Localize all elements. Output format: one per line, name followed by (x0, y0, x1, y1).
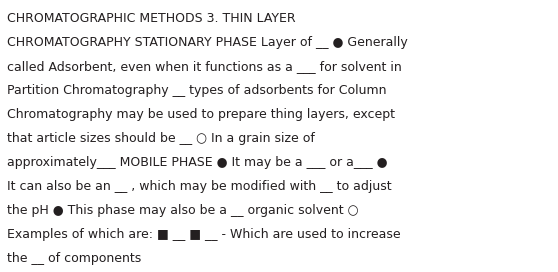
Text: Chromatography may be used to prepare thing layers, except: Chromatography may be used to prepare th… (7, 108, 395, 121)
Text: CHROMATOGRAPHY STATIONARY PHASE Layer of __ ● Generally: CHROMATOGRAPHY STATIONARY PHASE Layer of… (7, 36, 408, 49)
Text: called Adsorbent, even when it functions as a ___ for solvent in: called Adsorbent, even when it functions… (7, 60, 402, 73)
Text: Examples of which are: ■ __ ■ __ - Which are used to increase: Examples of which are: ■ __ ■ __ - Which… (7, 228, 401, 241)
Text: Partition Chromatography __ types of adsorbents for Column: Partition Chromatography __ types of ads… (7, 84, 387, 97)
Text: the __ of components: the __ of components (7, 252, 142, 265)
Text: approximately___ MOBILE PHASE ● It may be a ___ or a___ ●: approximately___ MOBILE PHASE ● It may b… (7, 156, 388, 169)
Text: the pH ● This phase may also be a __ organic solvent ○: the pH ● This phase may also be a __ org… (7, 204, 359, 217)
Text: CHROMATOGRAPHIC METHODS 3. THIN LAYER: CHROMATOGRAPHIC METHODS 3. THIN LAYER (7, 12, 296, 25)
Text: that article sizes should be __ ○ In a grain size of: that article sizes should be __ ○ In a g… (7, 132, 315, 145)
Text: It can also be an __ , which may be modified with __ to adjust: It can also be an __ , which may be modi… (7, 180, 392, 193)
